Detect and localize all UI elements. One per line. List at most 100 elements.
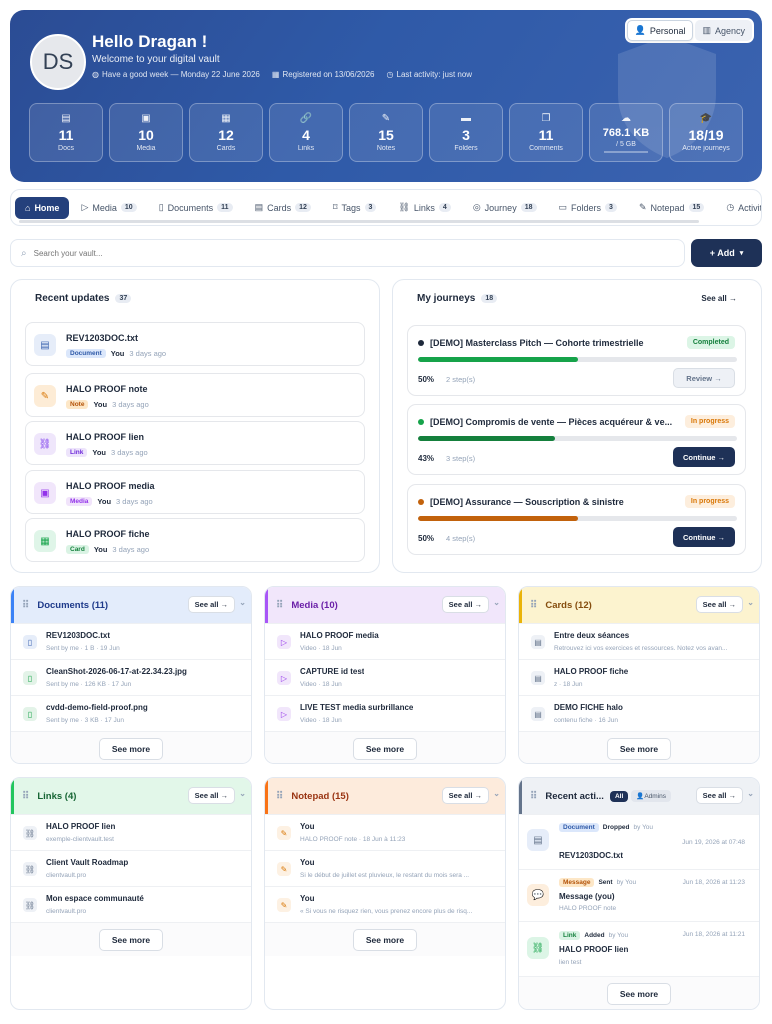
list-item[interactable]: ⛓ HALO PROOF lien exemple-clientvault.test <box>11 814 251 850</box>
journeys-see-all[interactable]: See all → <box>701 294 737 303</box>
tab-folders[interactable]: ▭ Folders 3 <box>549 196 627 219</box>
status-badge: Completed <box>686 336 735 349</box>
list-item[interactable]: ▤ Entre deux séances Retrouvez ici vos exe… <box>519 623 759 659</box>
see-more-button[interactable]: See more <box>98 928 164 951</box>
stat-storage[interactable]: ☁ 768.1 KB/ 5 GB <box>589 103 663 162</box>
pencil-icon: ✎ <box>277 826 291 840</box>
see-all-button[interactable]: See all → <box>187 787 235 804</box>
list-item[interactable]: ✎ You Si le début de juillet est pluvieux,… <box>265 850 505 886</box>
tab-count: 3 <box>605 203 617 212</box>
search-input[interactable] <box>33 248 634 258</box>
list-item[interactable]: ▷ CAPTURE id test Video · 18 Jun <box>265 659 505 695</box>
journey-card[interactable]: [DEMO] Assurance — Souscription & sinist… <box>407 484 746 555</box>
see-more-button[interactable]: See more <box>606 982 672 1005</box>
stat-folders[interactable]: ▬ 3 Folders <box>429 103 503 162</box>
list-item[interactable]: ⛓ Mon espace communauté clientvault.pro <box>11 886 251 922</box>
tab-activity[interactable]: ◷Activity <box>726 202 762 213</box>
chevron-down-icon[interactable]: ⌄ <box>493 598 500 607</box>
activity-item[interactable]: ⛓ Link Added by You Jun 18, 2026 at 11:21 … <box>519 921 759 976</box>
chevron-down-icon: ▾ <box>739 250 744 257</box>
chevron-down-icon[interactable]: ⌄ <box>747 789 754 798</box>
stat-comments[interactable]: ❐ 11 Comments <box>509 103 583 162</box>
activity-item[interactable]: 💬 Message Sent by You Jun 18, 2026 at 11:2… <box>519 869 759 921</box>
module-header: ⠿ Recent acti... All 👤Admins See all → ⌄ <box>519 778 759 814</box>
drag-handle-icon[interactable]: ⠿ <box>276 790 284 802</box>
list-item[interactable]: ▯ REV1203DOC.txt Sent by me · 1 B · 19 Jun <box>11 623 251 659</box>
tab-links[interactable]: ⛓ Links 4 <box>388 196 460 219</box>
tab-tags[interactable]: ⌑ Tags 3 <box>323 196 387 219</box>
chevron-down-icon[interactable]: ⌄ <box>239 789 246 798</box>
drag-handle-icon[interactable]: ⠿ <box>276 599 284 611</box>
see-all-button[interactable]: See all → <box>441 787 489 804</box>
list-item[interactable]: ▷ HALO PROOF media Video · 18 Jun <box>265 623 505 659</box>
see-all-button[interactable]: See all → <box>441 596 489 613</box>
stat-journeys[interactable]: 🎓 18/19 Active journeys <box>669 103 743 162</box>
continue-button[interactable]: Continue → <box>673 447 735 467</box>
see-more-button[interactable]: See more <box>98 737 164 760</box>
list-item[interactable]: ⛓ Client Vault Roadmap clientvault.pro <box>11 850 251 886</box>
filter-admins[interactable]: 👤Admins <box>631 790 672 802</box>
stat-docs[interactable]: ▤ 11 Docs <box>29 103 103 162</box>
list-item[interactable]: ✎ You HALO PROOF note · 18 Jun à 11:23 <box>265 814 505 850</box>
chevron-down-icon[interactable]: ⌄ <box>239 598 246 607</box>
see-all-button[interactable]: See all → <box>695 596 743 613</box>
list-item[interactable]: ▯ cvdd-demo-field-proof.png Sent by me · 3… <box>11 695 251 731</box>
document-icon: ▤ <box>61 113 71 124</box>
list-item[interactable]: ▯ CleanShot-2026-06-17-at-22.34.23.jpg Sen… <box>11 659 251 695</box>
add-button[interactable]: + Add ▾ <box>691 239 762 267</box>
status-dot <box>418 499 424 505</box>
tab-cards[interactable]: ▤ Cards 12 <box>245 196 321 219</box>
cards-icon: ▦ <box>221 113 231 124</box>
drag-handle-icon[interactable]: ⠿ <box>530 599 538 611</box>
tab-media[interactable]: ▷ Media 10 <box>71 196 146 219</box>
journey-card[interactable]: [DEMO] Masterclass Pitch — Cohorte trime… <box>407 325 746 396</box>
chevron-down-icon[interactable]: ⌄ <box>747 598 754 607</box>
list-item[interactable]: ▣ HALO PROOF media Media You 3 days ago <box>25 470 365 514</box>
documents-module: ⠿ Documents (11) See all → ⌄ ▯ REV1203DOC.tx… <box>10 586 252 764</box>
search-bar: ⌕ <box>10 239 685 267</box>
review-button[interactable]: Review → <box>673 368 735 388</box>
stat-links[interactable]: 🔗 4 Links <box>269 103 343 162</box>
module-header: ⠿ Media (10) See all → ⌄ <box>265 587 505 623</box>
list-item[interactable]: ✎ HALO PROOF note Note You 3 days ago <box>25 373 365 417</box>
toggle-personal[interactable]: 👤 Personal <box>626 20 694 41</box>
module-header: ⠿ Documents (11) See all → ⌄ <box>11 587 251 623</box>
recent-updates-panel: Recent updates 37 ▤ REV1203DOC.txt Docume… <box>10 279 380 573</box>
see-all-button[interactable]: See all → <box>187 596 235 613</box>
tab-documents[interactable]: ▯ Documents 11 <box>149 196 243 219</box>
tab-journey[interactable]: ◎ Journey 18 <box>463 196 547 219</box>
drag-handle-icon[interactable]: ⠿ <box>22 599 30 611</box>
see-more-button[interactable]: See more <box>352 737 418 760</box>
activity-item[interactable]: ▤ Document Dropped by You Jun 19, 2026 at … <box>519 814 759 864</box>
see-all-button[interactable]: See all → <box>695 787 743 804</box>
list-item[interactable]: ▤ HALO PROOF fiche z · 18 Jun <box>519 659 759 695</box>
document-icon: ▯ <box>23 635 37 649</box>
drag-handle-icon[interactable]: ⠿ <box>22 790 30 802</box>
list-item[interactable]: ⛓ HALO PROOF lien Link You 3 days ago <box>25 421 365 465</box>
see-more-button[interactable]: See more <box>606 737 672 760</box>
stat-notes[interactable]: ✎ 15 Notes <box>349 103 423 162</box>
list-item[interactable]: ▤ REV1203DOC.txt Document You 3 days ago <box>25 322 365 366</box>
progress-track <box>418 436 737 441</box>
list-item[interactable]: ▦ HALO PROOF fiche Card You 3 days ago <box>25 518 365 562</box>
progress-fill <box>418 357 578 362</box>
tab-notepad[interactable]: ✎ Notepad 15 <box>629 196 714 219</box>
filter-all[interactable]: All <box>609 790 629 802</box>
toggle-agency[interactable]: ▥ Agency <box>695 20 752 41</box>
journey-card[interactable]: [DEMO] Compromis de vente — Pièces acqué… <box>407 404 746 475</box>
list-item[interactable]: ▤ DEMO FICHE halo contenu fiche · 16 Jun <box>519 695 759 731</box>
stat-media[interactable]: ▣ 10 Media <box>109 103 183 162</box>
see-more-button[interactable]: See more <box>352 928 418 951</box>
drag-handle-icon[interactable]: ⠿ <box>530 790 538 802</box>
continue-button[interactable]: Continue → <box>673 527 735 547</box>
chevron-down-icon[interactable]: ⌄ <box>493 789 500 798</box>
progress-track <box>418 357 737 362</box>
list-item[interactable]: ▷ LIVE TEST media surbrillance Video · 18 … <box>265 695 505 731</box>
tab-home[interactable]: ⌂ Home <box>15 196 70 219</box>
recent-updates-count: 37 <box>115 294 132 303</box>
search-icon: ⌕ <box>21 247 27 259</box>
stat-cards[interactable]: ▦ 12 Cards <box>189 103 263 162</box>
tab-scrollbar[interactable] <box>19 220 699 223</box>
avatar[interactable]: DS <box>30 34 86 90</box>
list-item[interactable]: ✎ You « Si vous ne risquez rien, vous pren… <box>265 886 505 922</box>
